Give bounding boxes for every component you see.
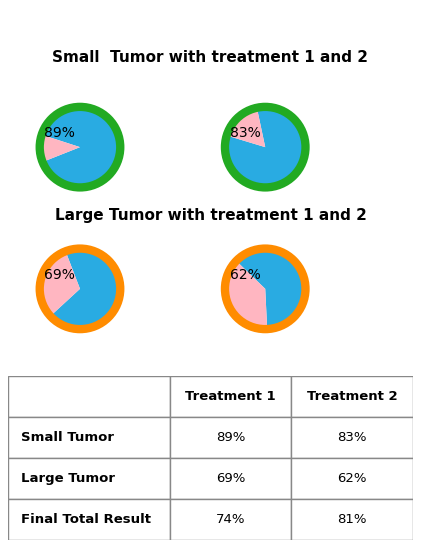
Bar bbox=[170, 499, 291, 540]
Text: Final Total Result: Final Total Result bbox=[21, 513, 151, 525]
Wedge shape bbox=[225, 261, 267, 329]
Text: 89%: 89% bbox=[216, 431, 245, 444]
Bar bbox=[291, 417, 413, 458]
Bar bbox=[291, 499, 413, 540]
Bar bbox=[170, 376, 291, 417]
Bar bbox=[8, 417, 170, 458]
Bar bbox=[170, 458, 291, 499]
Text: 83%: 83% bbox=[230, 126, 261, 140]
Bar bbox=[170, 417, 291, 458]
Text: Small Tumor: Small Tumor bbox=[21, 431, 114, 444]
Bar bbox=[291, 458, 413, 499]
Text: 69%: 69% bbox=[45, 268, 75, 282]
Text: 89%: 89% bbox=[45, 126, 75, 140]
Text: 74%: 74% bbox=[216, 513, 245, 525]
Wedge shape bbox=[225, 107, 306, 187]
Text: 81%: 81% bbox=[337, 513, 367, 525]
Text: 83%: 83% bbox=[337, 431, 367, 444]
Wedge shape bbox=[40, 135, 80, 162]
Text: Large Tumor with treatment 1 and 2: Large Tumor with treatment 1 and 2 bbox=[55, 208, 366, 223]
Text: 62%: 62% bbox=[337, 472, 367, 485]
Text: Treatment 2: Treatment 2 bbox=[306, 390, 397, 403]
Wedge shape bbox=[40, 251, 80, 316]
Text: 69%: 69% bbox=[216, 472, 245, 485]
Wedge shape bbox=[42, 107, 120, 187]
Text: Small  Tumor with treatment 1 and 2: Small Tumor with treatment 1 and 2 bbox=[53, 50, 368, 65]
Text: Large Tumor: Large Tumor bbox=[21, 472, 115, 485]
Bar bbox=[291, 376, 413, 417]
Wedge shape bbox=[226, 108, 265, 147]
Bar bbox=[8, 458, 170, 499]
Wedge shape bbox=[236, 249, 306, 329]
Bar bbox=[8, 499, 170, 540]
Bar bbox=[8, 376, 170, 417]
Text: Treatment 1: Treatment 1 bbox=[185, 390, 276, 403]
Text: 62%: 62% bbox=[230, 268, 261, 282]
Wedge shape bbox=[51, 249, 120, 329]
